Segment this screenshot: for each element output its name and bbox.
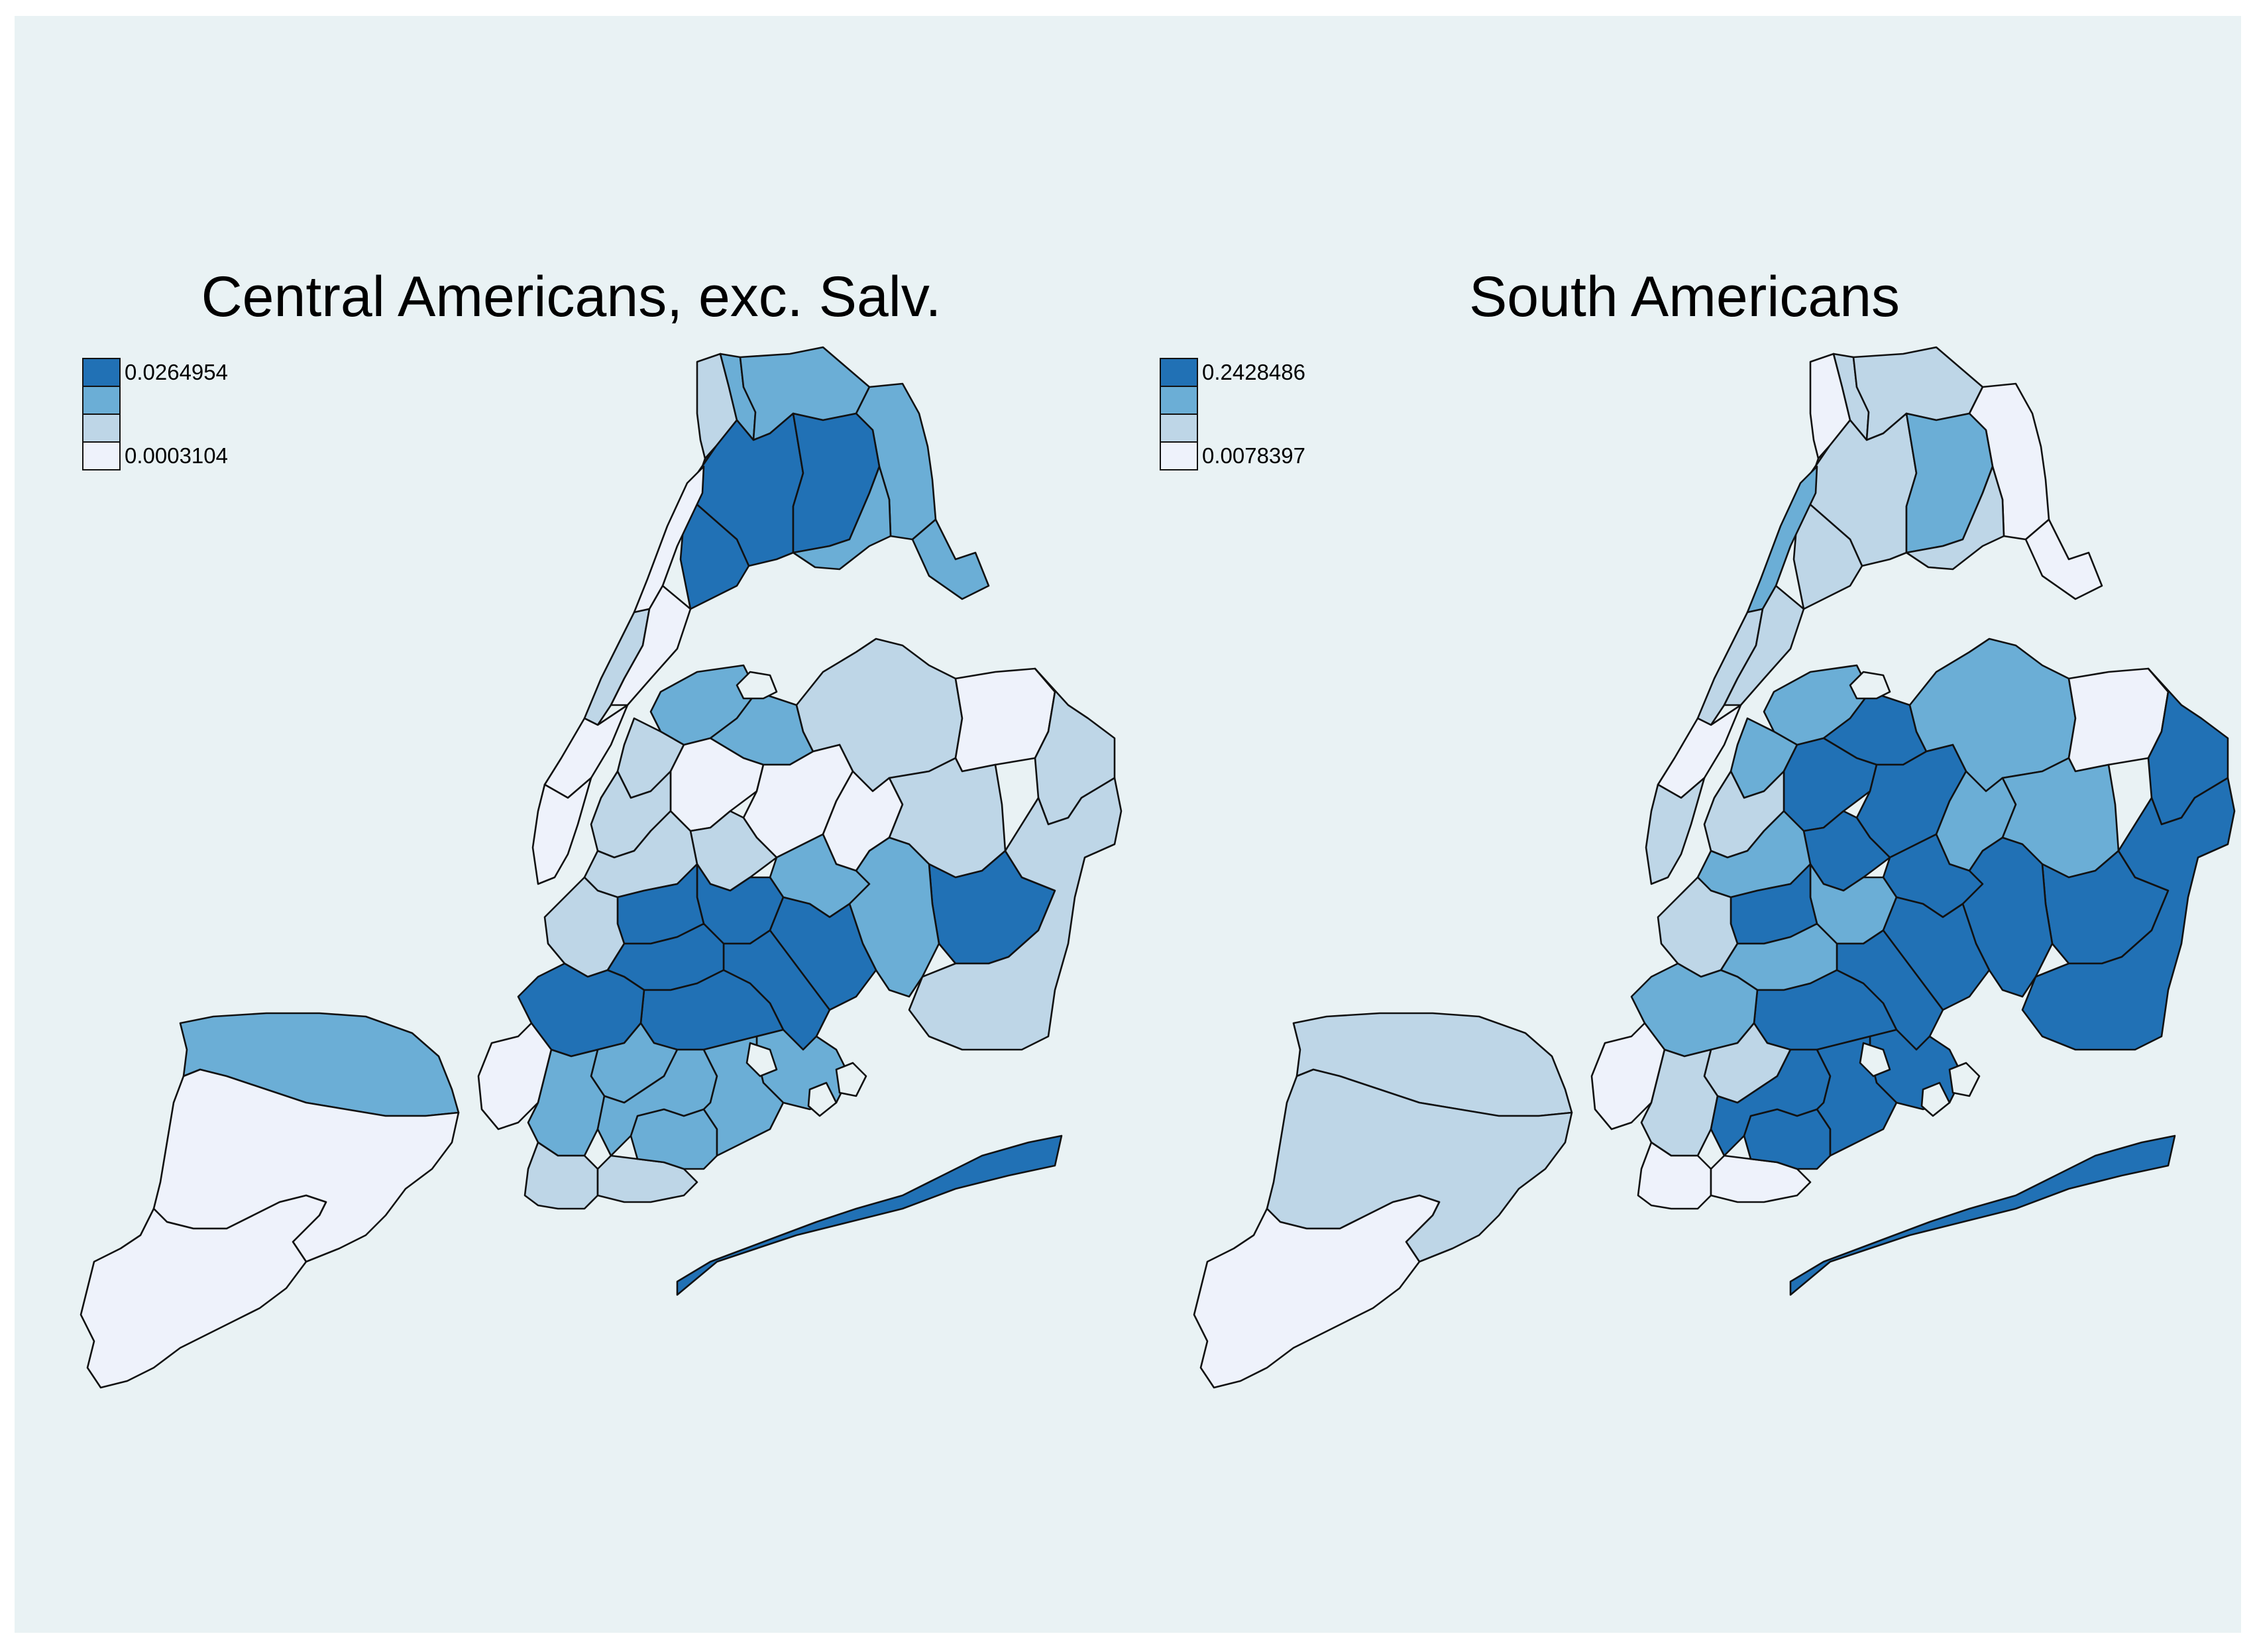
region-bk-gravesend [1637, 1141, 1712, 1210]
water-body [1948, 1062, 1981, 1097]
region-si-south [1193, 1194, 1441, 1389]
region-bk-coney [1710, 1154, 1812, 1203]
water-body [835, 1062, 867, 1097]
map-title: Central Americans, exc. Salv. [201, 265, 942, 329]
map-panel-central-americans: Central Americans, exc. Salv. 0.0264954 … [15, 16, 1128, 1633]
region-man-ues [610, 584, 692, 706]
region-bk-sheeps [1743, 1108, 1832, 1170]
region-q-se [2021, 777, 2236, 1051]
region-bk-coney [596, 1154, 698, 1203]
region-bronx-pelham [2024, 518, 2103, 600]
region-si-south [80, 1194, 327, 1389]
region-man-lower [531, 777, 592, 885]
water-body [1920, 1081, 1951, 1117]
choropleth-map [1193, 346, 2236, 1389]
region-q-se [908, 777, 1123, 1051]
region-bk-sheeps [630, 1108, 718, 1170]
region-bronx-se [1905, 465, 2005, 571]
legend-swatch-2 [82, 413, 121, 443]
legend-swatch-1 [82, 441, 121, 470]
water-body [736, 671, 778, 700]
map-panel-south-americans: South Americans 0.2428486 0.0078397 [1128, 16, 2241, 1633]
region-man-lower [1645, 777, 1706, 885]
map-title: South Americans [1468, 265, 1900, 329]
region-bronx-pelham [911, 518, 990, 600]
region-man-ues [1723, 584, 1805, 706]
water-body [1849, 671, 1891, 700]
region-bk-gravesend [523, 1141, 599, 1210]
figure-background: Central Americans, exc. Salv. 0.0264954 … [15, 16, 2241, 1633]
legend-swatch-4 [82, 358, 121, 387]
water-body [807, 1081, 838, 1117]
legend-max-label: 0.2428486 [1202, 360, 1305, 384]
legend-swatch-1 [1160, 441, 1198, 470]
legend-min-label: 0.0003104 [125, 443, 228, 468]
region-q-rockaway [1789, 1134, 2176, 1296]
legend-swatch-3 [1160, 386, 1198, 415]
region-bk-flatlands [1816, 1035, 1898, 1157]
water-body [745, 1042, 778, 1077]
region-bk-flatlands [702, 1035, 785, 1157]
water-body [1859, 1042, 1891, 1077]
choropleth-map [80, 346, 1123, 1389]
legend-min-label: 0.0078397 [1202, 443, 1305, 468]
region-bronx-se [792, 465, 892, 571]
legend-max-label: 0.0264954 [125, 360, 228, 384]
region-q-rockaway [676, 1134, 1063, 1296]
legend-swatch-4 [1160, 358, 1198, 387]
